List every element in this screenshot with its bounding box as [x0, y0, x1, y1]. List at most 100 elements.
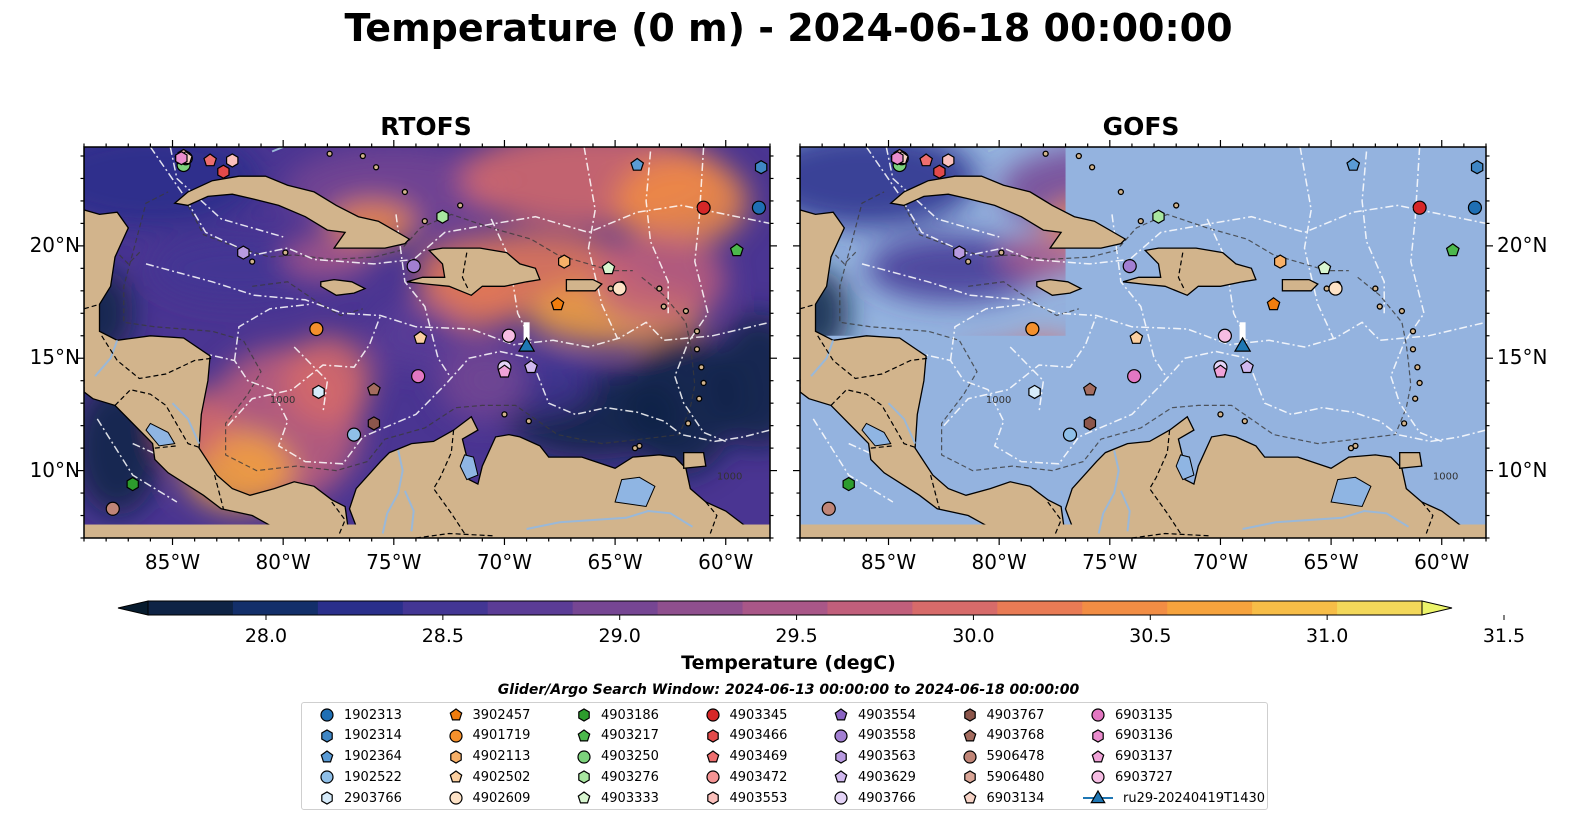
- float-marker-4903563: [237, 245, 250, 260]
- legend-marker-icon: [1092, 729, 1104, 743]
- colorbar-tick-label: 30.5: [1129, 625, 1172, 647]
- map-frame: [799, 146, 1487, 539]
- axis-ticks: [77, 140, 777, 545]
- colorbar-bin: [997, 601, 1083, 615]
- legend-entry: 2903766: [310, 788, 402, 808]
- float-marker-4902113: [558, 254, 571, 269]
- legend-label: 4903554: [858, 707, 916, 723]
- legend-marker-icon: [705, 770, 720, 784]
- legend-label: 4903469: [729, 749, 788, 765]
- colorbar-bin: [827, 601, 913, 615]
- legend-marker-icon: [1091, 749, 1105, 763]
- legend-marker-icon: [448, 791, 463, 805]
- float-marker-4903333: [601, 261, 616, 275]
- float-marker-6903135: [411, 369, 426, 384]
- colorbar-bin: [232, 601, 319, 615]
- legend-label: 6903137: [1115, 749, 1173, 765]
- colorbar-bin: [1252, 601, 1338, 615]
- float-marker-4903553: [226, 153, 239, 168]
- legend-symbol: [705, 770, 720, 784]
- legend-marker-icon: [963, 770, 976, 785]
- legend-label: 4901719: [472, 728, 531, 744]
- legend-label: 5906480: [986, 769, 1045, 785]
- legend-label: 4903563: [858, 749, 916, 765]
- legend-symbol: [834, 708, 848, 721]
- legend-symbol: [706, 791, 719, 805]
- legend-entry: 1902522: [310, 767, 402, 787]
- lon-tick-label: 75°W: [1082, 550, 1138, 574]
- legend-entry: 5906480: [953, 767, 1045, 787]
- country-borders: [800, 252, 1434, 538]
- colorbar-label: Temperature (degC): [681, 652, 896, 674]
- colorbar-bin: [742, 601, 828, 615]
- lat-tick-label: 15°N: [1497, 345, 1548, 370]
- legend-label: 4903345: [729, 707, 788, 723]
- legend-entry: 6903135: [1081, 705, 1173, 725]
- legend-entry: 4903250: [567, 747, 659, 767]
- colorbar-bin: [402, 601, 489, 615]
- legend-entry: 4903472: [696, 767, 788, 787]
- colorbar-tick-label: 31.0: [1305, 625, 1349, 647]
- legend-label: 1902364: [344, 749, 402, 765]
- legend-symbol: [834, 791, 848, 805]
- legend-entry: 4903768: [953, 726, 1045, 746]
- colorbar-tick-label: 29.5: [775, 625, 818, 647]
- legend-label: 6903135: [1115, 707, 1173, 723]
- rtofs-map: 1000 1000: [77, 140, 777, 545]
- legend-entry: 4902502: [439, 767, 530, 787]
- lon-tick-label: 70°W: [1192, 550, 1249, 574]
- lakes: [861, 422, 1372, 508]
- float-marker-4903553: [942, 153, 955, 168]
- lon-tick-label: 70°W: [476, 550, 533, 574]
- legend-label: 4903768: [986, 728, 1045, 744]
- legend-marker-icon: [835, 749, 847, 764]
- float-marker-1902364: [1346, 157, 1361, 171]
- float-marker-6903136: [175, 151, 188, 166]
- float-marker-4901719: [1025, 321, 1040, 337]
- lon-tick-label: 75°W: [366, 550, 422, 574]
- float-marker-4903466: [933, 164, 946, 179]
- legend-label: 4902609: [472, 790, 531, 806]
- colorbar-bin: [572, 601, 659, 615]
- legend-marker-icon: [320, 770, 334, 784]
- legend-entry: 4903629: [824, 767, 916, 787]
- legend-marker-icon: [578, 770, 590, 785]
- float-marker-6903727: [501, 328, 516, 343]
- lat-tick-label: 10°N: [1497, 457, 1548, 482]
- legend-label: 4903472: [729, 769, 788, 785]
- legend-symbol: [962, 749, 977, 764]
- legend-symbol: [834, 770, 848, 783]
- land-jamaica: [320, 278, 367, 296]
- gofs-map: 1000 1000: [793, 140, 1493, 545]
- legend-entry: 4903553: [696, 788, 787, 808]
- legend-marker-icon: [1083, 789, 1113, 804]
- float-marker-6903137: [1213, 364, 1228, 378]
- land-trinidad: [683, 451, 707, 470]
- legend-marker-icon: [578, 708, 590, 722]
- land-hispaniola: [406, 247, 541, 297]
- float-marker-4903767: [1083, 416, 1097, 431]
- legend-label: 6903136: [1115, 728, 1173, 744]
- land-cuba: [889, 175, 1127, 249]
- float-marker-4903333: [1317, 261, 1332, 275]
- lat-tick-label: 10°N: [29, 457, 80, 482]
- float-marker-6903135: [1127, 369, 1142, 384]
- float-marker-6903137: [497, 364, 512, 378]
- legend-marker-icon: [706, 729, 719, 743]
- float-marker-6903136: [891, 151, 904, 166]
- legend-symbol: [835, 749, 847, 764]
- legend-entry: 4901719: [439, 726, 531, 746]
- lat-tick-label: 20°N: [1497, 232, 1548, 257]
- legend-marker-icon: [321, 729, 333, 743]
- legend-marker-icon: [1091, 708, 1105, 722]
- legend-triangle: [1090, 789, 1106, 804]
- float-marker-2903766: [312, 384, 325, 400]
- float-marker-1902364: [630, 157, 645, 171]
- legend-label: 6903134: [986, 790, 1045, 806]
- colorbar-under-arrow: [117, 600, 149, 616]
- legend-marker-icon: [321, 791, 333, 805]
- legend-symbol: [321, 729, 333, 743]
- float-marker-4903469: [919, 153, 934, 167]
- lon-tick-label: 85°W: [860, 550, 917, 574]
- legend-symbol: [577, 791, 591, 804]
